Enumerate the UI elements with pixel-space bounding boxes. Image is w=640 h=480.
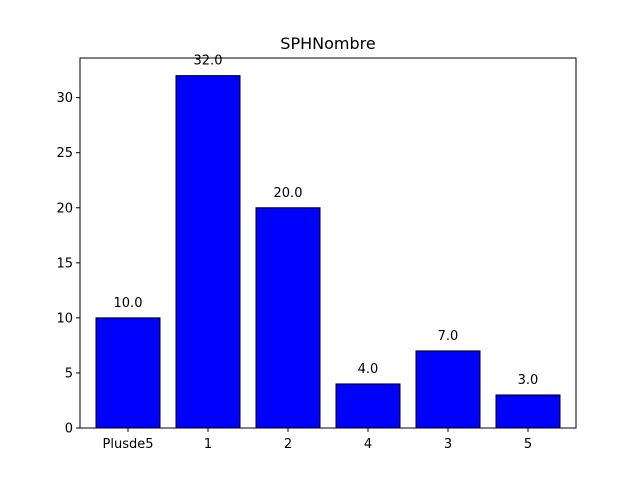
- bar-5: [495, 394, 561, 429]
- data-labels-layer: 10.0 32.0 20.0 4.0 7.0 3.0: [114, 54, 539, 388]
- data-label-Plusde5: 10.0: [114, 296, 143, 311]
- bar-Plusde5: [95, 317, 161, 429]
- y-tick-label-5: 5: [65, 366, 73, 381]
- chart-title: SPHNombre: [280, 34, 375, 53]
- y-tick-label-0: 0: [65, 422, 73, 437]
- y-tick-label-10: 10: [56, 311, 73, 326]
- y-tick-label-15: 15: [56, 256, 73, 271]
- bar-2: [255, 207, 321, 429]
- data-label-2: 20.0: [274, 186, 303, 201]
- bar-1: [175, 75, 241, 429]
- bar-4: [335, 383, 401, 429]
- data-label-3: 7.0: [438, 329, 459, 344]
- bar-3: [415, 350, 481, 429]
- y-tick-label-25: 25: [56, 146, 73, 161]
- x-tick-label-1: 1: [204, 437, 212, 452]
- x-tick-label-4: 4: [364, 437, 372, 452]
- x-tick-label-3: 3: [444, 437, 452, 452]
- data-label-4: 4.0: [358, 362, 379, 377]
- data-label-1: 32.0: [194, 54, 223, 69]
- x-axis: Plusde5 1 2 4 3 5: [103, 428, 532, 452]
- x-tick-label-2: 2: [284, 437, 292, 452]
- x-tick-label-5: 5: [524, 437, 532, 452]
- x-tick-label-Plusde5: Plusde5: [103, 437, 154, 452]
- plot-frame: [79, 57, 577, 429]
- y-tick-label-30: 30: [56, 91, 73, 106]
- y-axis: 0 5 10 15 20 25 30: [56, 91, 80, 437]
- data-label-5: 3.0: [518, 373, 539, 388]
- y-tick-label-20: 20: [56, 201, 73, 216]
- bars-layer: [95, 75, 561, 429]
